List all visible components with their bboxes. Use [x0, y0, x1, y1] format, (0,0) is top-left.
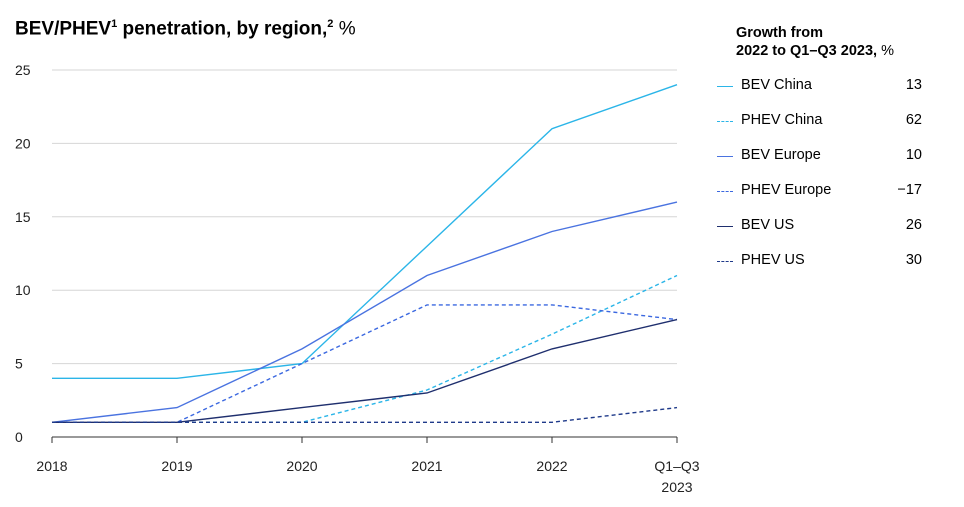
y-tick-label: 15: [15, 209, 31, 225]
legend-swatch: [717, 261, 733, 262]
legend-growth-value: −17: [897, 182, 922, 198]
y-tick-label: 20: [15, 135, 31, 151]
y-tick-label: 5: [15, 356, 23, 372]
series-line-bev-us: [52, 318, 678, 423]
legend-item: BEV US 26: [717, 216, 922, 236]
legend-item: PHEV US 30: [717, 251, 922, 271]
x-tick-label: 2018: [36, 458, 67, 474]
legend-label: PHEV China: [741, 112, 823, 128]
legend-growth-value: 10: [905, 147, 922, 163]
legend-swatch: [717, 156, 733, 157]
legend-item: PHEV China 62: [717, 111, 922, 131]
x-tick-label: Q1–Q3: [654, 458, 699, 474]
x-tick-label: 2021: [411, 458, 442, 474]
x-tick-label: 2019: [161, 458, 192, 474]
title-footnote-2: 2: [327, 18, 334, 30]
legend-label: PHEV Europe: [741, 182, 832, 198]
legend-growth-value: 13: [905, 77, 922, 93]
series-line-phev-europe: [52, 304, 678, 423]
y-tick-label: 25: [15, 62, 31, 78]
series-line-phev-us: [52, 406, 678, 423]
legend-label: BEV Europe: [741, 147, 821, 163]
legend-swatch: [717, 191, 733, 192]
legend-swatch: [717, 121, 733, 122]
title-main: BEV/PHEV: [15, 18, 112, 40]
title-footnote-1: 1: [111, 18, 118, 30]
legend-item: BEV Europe 10: [717, 146, 922, 166]
x-tick-label: 2020: [286, 458, 317, 474]
legend-title-line-1: Growth from: [736, 25, 823, 41]
title-mid: penetration, by region,: [117, 18, 328, 40]
legend-growth-value: 30: [905, 252, 922, 268]
title-unit: %: [333, 18, 356, 40]
x-tick-label: 2022: [536, 458, 567, 474]
y-tick-label: 0: [15, 429, 23, 445]
legend-title-unit: %: [877, 43, 894, 59]
legend-item: BEV China 13: [717, 76, 922, 96]
legend-growth-value: 62: [905, 112, 922, 128]
series-line-bev-europe: [51, 201, 678, 423]
legend-growth-value: 26: [905, 217, 922, 233]
legend-label: BEV China: [741, 77, 812, 93]
legend-label: PHEV US: [741, 252, 805, 268]
y-tick-label: 10: [15, 282, 31, 298]
series-line-phev-china: [52, 274, 678, 423]
legend-title: Growth from 2022 to Q1–Q3 2023, %: [736, 24, 894, 60]
legend-swatch: [717, 86, 733, 87]
legend-item: PHEV Europe −17: [717, 181, 922, 201]
legend-label: BEV US: [741, 217, 795, 233]
chart-title: BEV/PHEV1 penetration, by region,2 %: [15, 18, 356, 40]
legend-title-line-2: 2022 to Q1–Q3 2023,: [736, 43, 878, 59]
legend-swatch: [717, 226, 733, 227]
series-line-bev-china: [52, 84, 678, 379]
x-tick-label: 2023: [661, 479, 692, 495]
